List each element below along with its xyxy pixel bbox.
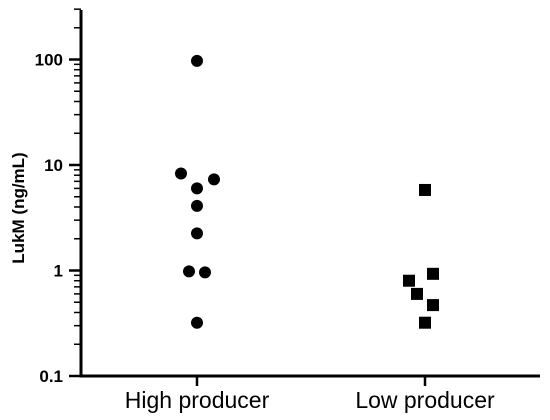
y-axis-label: LukM (ng/mL) — [9, 152, 28, 263]
data-point-circle — [208, 173, 220, 186]
data-point-square — [419, 183, 431, 196]
data-point-circle — [191, 227, 203, 240]
data-point-circle — [191, 316, 203, 329]
data-point-square — [403, 274, 415, 287]
y-tick-label: 0.1 — [39, 367, 63, 386]
data-point-circle — [191, 54, 203, 67]
y-tick-label: 10 — [44, 156, 63, 175]
x-tick-labels: High producer Low producer — [125, 387, 495, 413]
data-point-square — [427, 267, 439, 280]
data-point-circle — [191, 199, 203, 212]
x-tick-label: High producer — [125, 387, 270, 413]
data-point-square — [427, 299, 439, 312]
data-point-square — [419, 316, 431, 329]
x-tick-label: Low producer — [355, 387, 495, 413]
y-tick-labels: 0.1 1 10 100 — [35, 51, 63, 387]
data-point-circle — [175, 167, 187, 180]
y-tick-label: 100 — [35, 51, 63, 70]
y-tick-label: 1 — [54, 262, 63, 281]
data-point-circle — [183, 265, 195, 278]
data-point-circle — [191, 182, 203, 195]
data-point-circle — [199, 266, 211, 279]
x-ticks — [195, 376, 427, 386]
data-points — [175, 54, 439, 329]
y-major-ticks — [69, 58, 81, 378]
data-point-square — [411, 287, 423, 300]
